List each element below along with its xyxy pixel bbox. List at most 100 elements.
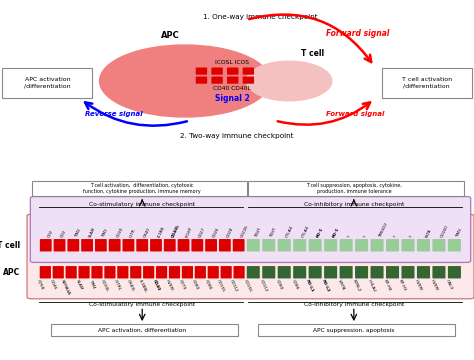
Text: CD112: CD112 xyxy=(229,279,238,293)
FancyBboxPatch shape xyxy=(95,239,107,251)
FancyBboxPatch shape xyxy=(355,266,368,279)
FancyBboxPatch shape xyxy=(81,239,93,251)
FancyBboxPatch shape xyxy=(104,266,116,279)
Text: Forward signal: Forward signal xyxy=(326,29,390,38)
FancyBboxPatch shape xyxy=(40,239,52,251)
Text: CD27: CD27 xyxy=(198,226,207,238)
Text: T cell: T cell xyxy=(301,49,324,58)
FancyBboxPatch shape xyxy=(386,266,399,279)
FancyBboxPatch shape xyxy=(339,239,353,251)
Text: LIGHT: LIGHT xyxy=(184,226,193,238)
Text: SLAM: SLAM xyxy=(75,279,83,291)
FancyBboxPatch shape xyxy=(182,266,193,279)
Text: B7-H3: B7-H3 xyxy=(398,279,407,292)
FancyBboxPatch shape xyxy=(156,266,167,279)
FancyBboxPatch shape xyxy=(137,239,148,251)
Text: HHLA2: HHLA2 xyxy=(366,279,376,293)
Text: APC: APC xyxy=(3,268,20,277)
FancyBboxPatch shape xyxy=(371,239,383,251)
Text: CD86: CD86 xyxy=(291,279,299,291)
Text: T cell activation,  differentiation, cytotoxic
function, cytokine production, im: T cell activation, differentiation, cyto… xyxy=(83,183,201,194)
FancyBboxPatch shape xyxy=(371,266,383,279)
FancyBboxPatch shape xyxy=(2,68,92,98)
Text: CD155: CD155 xyxy=(216,279,225,293)
Text: 4-1BBL: 4-1BBL xyxy=(138,279,148,294)
FancyArrowPatch shape xyxy=(249,14,371,62)
FancyBboxPatch shape xyxy=(67,239,79,251)
FancyBboxPatch shape xyxy=(211,68,223,75)
Text: TIM4: TIM4 xyxy=(88,279,96,289)
FancyBboxPatch shape xyxy=(227,77,238,84)
Text: CD30L: CD30L xyxy=(100,279,109,293)
Text: HVEM: HVEM xyxy=(414,279,422,292)
Text: Reverse signal: Reverse signal xyxy=(85,111,143,117)
Text: CD26: CD26 xyxy=(212,226,220,238)
FancyBboxPatch shape xyxy=(211,77,223,84)
Text: Co-stimulatory immune checkpoint: Co-stimulatory immune checkpoint xyxy=(89,302,195,307)
Text: CD2: CD2 xyxy=(61,229,68,238)
FancyBboxPatch shape xyxy=(169,266,180,279)
Text: Forward signal: Forward signal xyxy=(326,111,385,117)
Text: APC activation
/differentiation: APC activation /differentiation xyxy=(24,77,71,89)
Text: CD70: CD70 xyxy=(178,279,186,291)
FancyBboxPatch shape xyxy=(278,239,291,251)
Text: CTLA4: CTLA4 xyxy=(285,225,294,238)
FancyBboxPatch shape xyxy=(195,266,206,279)
FancyBboxPatch shape xyxy=(309,239,322,251)
FancyBboxPatch shape xyxy=(54,239,65,251)
FancyArrowPatch shape xyxy=(85,102,187,126)
Text: T cell: T cell xyxy=(0,241,20,250)
Text: HVEM: HVEM xyxy=(165,279,173,292)
Text: Co-inhibitory immune checkpoint: Co-inhibitory immune checkpoint xyxy=(304,302,404,307)
Text: ?: ? xyxy=(347,235,352,238)
Text: CTLA4: CTLA4 xyxy=(301,225,310,238)
Text: CD112: CD112 xyxy=(258,279,268,293)
FancyBboxPatch shape xyxy=(143,266,154,279)
FancyBboxPatch shape xyxy=(79,266,90,279)
FancyBboxPatch shape xyxy=(247,239,260,251)
Text: ICOSL ICOS: ICOSL ICOS xyxy=(215,60,249,64)
Text: Co-inhibitory immune checkpoint: Co-inhibitory immune checkpoint xyxy=(304,202,404,207)
Text: GITRL: GITRL xyxy=(113,279,122,292)
FancyBboxPatch shape xyxy=(432,266,446,279)
Text: APC: APC xyxy=(161,31,180,40)
FancyBboxPatch shape xyxy=(27,214,474,299)
Text: 1. One-way immune checkpoint: 1. One-way immune checkpoint xyxy=(203,14,318,21)
FancyBboxPatch shape xyxy=(448,239,461,251)
Text: SEMA4A: SEMA4A xyxy=(59,279,70,296)
FancyBboxPatch shape xyxy=(248,180,464,196)
Text: CD155: CD155 xyxy=(243,279,252,293)
FancyBboxPatch shape xyxy=(178,239,190,251)
Text: OX40: OX40 xyxy=(143,227,151,238)
Text: CD40L: CD40L xyxy=(171,223,181,238)
Ellipse shape xyxy=(246,61,332,101)
FancyBboxPatch shape xyxy=(432,239,446,251)
Text: PD-L2: PD-L2 xyxy=(320,279,330,293)
FancyBboxPatch shape xyxy=(65,266,77,279)
FancyBboxPatch shape xyxy=(293,239,306,251)
FancyBboxPatch shape xyxy=(401,266,415,279)
FancyBboxPatch shape xyxy=(247,266,260,279)
FancyBboxPatch shape xyxy=(234,266,245,279)
FancyBboxPatch shape xyxy=(220,266,232,279)
Text: CD40: CD40 xyxy=(152,279,161,292)
Text: Co-stimulatory immune checkpoint: Co-stimulatory immune checkpoint xyxy=(89,202,195,207)
FancyBboxPatch shape xyxy=(219,239,231,251)
Text: 2. Two-way immune checkpoint: 2. Two-way immune checkpoint xyxy=(180,133,294,139)
Text: CD28: CD28 xyxy=(226,226,234,238)
FancyBboxPatch shape xyxy=(278,266,291,279)
FancyBboxPatch shape xyxy=(164,239,176,251)
Text: OX40L: OX40L xyxy=(126,279,135,293)
FancyBboxPatch shape xyxy=(293,266,306,279)
FancyBboxPatch shape xyxy=(324,266,337,279)
FancyBboxPatch shape xyxy=(262,239,275,251)
FancyArrowPatch shape xyxy=(278,103,370,125)
Text: TIM3: TIM3 xyxy=(456,228,463,238)
FancyBboxPatch shape xyxy=(448,266,461,279)
Text: CD58: CD58 xyxy=(36,279,45,291)
FancyBboxPatch shape xyxy=(417,239,430,251)
Text: GAL9: GAL9 xyxy=(445,279,454,291)
Text: SLAM: SLAM xyxy=(88,226,97,238)
Ellipse shape xyxy=(100,45,270,117)
FancyBboxPatch shape xyxy=(401,239,415,251)
